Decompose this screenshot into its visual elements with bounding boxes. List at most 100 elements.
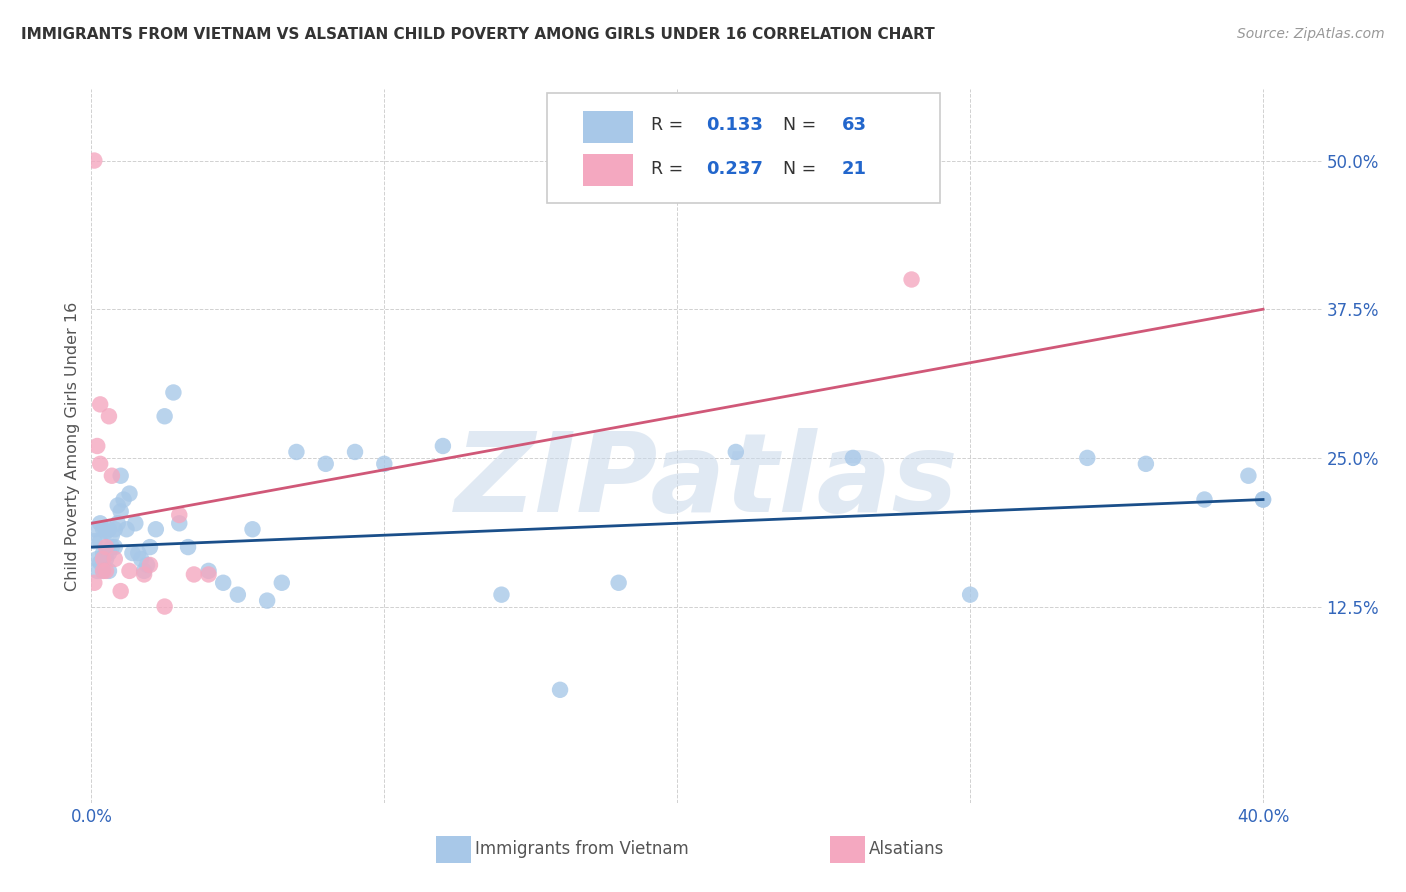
Text: R =: R =	[651, 160, 689, 178]
Point	[153, 409, 176, 424]
Point	[139, 558, 162, 572]
Point	[94, 546, 117, 560]
Point	[91, 564, 114, 578]
Point	[183, 567, 205, 582]
Point	[162, 385, 184, 400]
Text: R =: R =	[651, 116, 689, 134]
Point	[83, 522, 105, 536]
Point	[212, 575, 235, 590]
Point	[101, 468, 124, 483]
Bar	[583, 111, 633, 143]
Point	[373, 457, 395, 471]
Point	[197, 564, 219, 578]
Point	[91, 552, 114, 566]
Point	[112, 492, 135, 507]
Point	[491, 588, 513, 602]
Point	[89, 397, 111, 411]
FancyBboxPatch shape	[547, 93, 941, 203]
Point	[118, 486, 141, 500]
Y-axis label: Child Poverty Among Girls Under 16: Child Poverty Among Girls Under 16	[65, 301, 80, 591]
Point	[104, 552, 127, 566]
Point	[94, 564, 117, 578]
Point	[101, 540, 124, 554]
Point	[1251, 492, 1274, 507]
Point	[1237, 468, 1260, 483]
Text: 21: 21	[842, 160, 868, 178]
Point	[94, 552, 117, 566]
Bar	[583, 154, 633, 186]
Point	[91, 522, 114, 536]
Point	[315, 457, 337, 471]
Point	[124, 516, 146, 531]
Point	[83, 534, 105, 549]
Point	[285, 445, 308, 459]
Point	[959, 588, 981, 602]
Point	[101, 528, 124, 542]
Point	[86, 439, 108, 453]
Point	[145, 522, 167, 536]
Point	[86, 552, 108, 566]
Point	[607, 575, 630, 590]
Point	[132, 564, 155, 578]
Point	[270, 575, 292, 590]
Point	[91, 564, 114, 578]
Point	[115, 522, 138, 536]
Point	[107, 516, 129, 531]
Text: N =: N =	[772, 116, 821, 134]
Point	[136, 558, 159, 572]
Point	[1135, 457, 1157, 471]
Point	[842, 450, 865, 465]
Point	[98, 409, 120, 424]
Point	[1076, 450, 1098, 465]
Point	[226, 588, 249, 602]
Text: 0.237: 0.237	[706, 160, 763, 178]
Text: N =: N =	[772, 160, 821, 178]
Point	[86, 564, 108, 578]
Point	[94, 540, 117, 554]
Point	[242, 522, 264, 536]
Point	[89, 516, 111, 531]
Point	[343, 445, 366, 459]
Point	[83, 575, 105, 590]
Point	[139, 540, 162, 554]
Point	[94, 524, 117, 539]
Point	[107, 499, 129, 513]
Text: 63: 63	[842, 116, 868, 134]
Point	[98, 522, 120, 536]
Point	[98, 546, 120, 560]
Point	[89, 457, 111, 471]
Text: Alsatians: Alsatians	[869, 840, 945, 858]
Point	[118, 564, 141, 578]
Point	[900, 272, 922, 286]
Point	[724, 445, 747, 459]
Point	[91, 552, 114, 566]
Point	[177, 540, 200, 554]
Point	[432, 439, 454, 453]
Point	[104, 540, 127, 554]
Text: 0.133: 0.133	[706, 116, 763, 134]
Point	[169, 516, 191, 531]
Point	[548, 682, 571, 697]
Point	[256, 593, 278, 607]
Point	[132, 567, 155, 582]
Text: Source: ZipAtlas.com: Source: ZipAtlas.com	[1237, 27, 1385, 41]
Point	[1194, 492, 1216, 507]
Point	[104, 522, 127, 536]
Point	[121, 546, 143, 560]
Point	[89, 556, 111, 570]
Point	[129, 552, 152, 566]
Point	[89, 534, 111, 549]
Point	[83, 153, 105, 168]
Text: Immigrants from Vietnam: Immigrants from Vietnam	[475, 840, 689, 858]
Text: IMMIGRANTS FROM VIETNAM VS ALSATIAN CHILD POVERTY AMONG GIRLS UNDER 16 CORRELATI: IMMIGRANTS FROM VIETNAM VS ALSATIAN CHIL…	[21, 27, 935, 42]
Point	[127, 546, 149, 560]
Point	[110, 504, 132, 518]
Point	[110, 584, 132, 599]
Point	[91, 546, 114, 560]
Text: ZIPatlas: ZIPatlas	[454, 428, 959, 535]
Point	[153, 599, 176, 614]
Point	[197, 567, 219, 582]
Point	[1251, 492, 1274, 507]
Point	[110, 468, 132, 483]
Point	[98, 564, 120, 578]
